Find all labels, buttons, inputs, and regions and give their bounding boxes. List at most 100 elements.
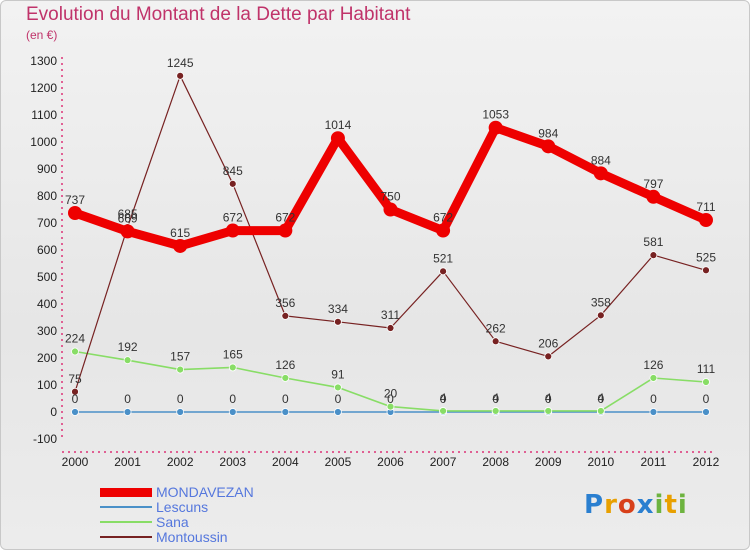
x-tick-label: 2000: [62, 455, 89, 469]
legend-label: Lescuns: [156, 499, 209, 515]
data-label: 984: [538, 126, 558, 140]
y-tick-label: 1000: [30, 135, 57, 149]
y-tick-label: 1100: [31, 108, 57, 122]
series-points: [68, 71, 713, 416]
y-tick-label: 500: [37, 270, 57, 284]
data-point: [596, 407, 605, 415]
chart-subtitle: (en €): [26, 28, 58, 42]
y-tick-label: 800: [37, 189, 57, 203]
data-point: [228, 408, 237, 416]
data-label: 525: [696, 250, 716, 264]
data-point: [702, 266, 710, 275]
data-point: [702, 378, 710, 386]
data-point: [436, 223, 451, 238]
data-label: 884: [591, 153, 611, 167]
data-point: [173, 238, 188, 253]
data-label: 615: [170, 226, 190, 240]
logo-letter: o: [617, 490, 637, 520]
data-point: [225, 223, 240, 238]
data-point: [71, 347, 79, 356]
x-tick-label: 2005: [325, 455, 352, 469]
data-point: [596, 311, 605, 320]
legend-swatch: [100, 521, 152, 523]
data-label: 206: [538, 336, 558, 350]
data-label: 4: [492, 391, 499, 405]
axes: -100010020030040050060070080090010001100…: [30, 54, 719, 469]
data-label: 669: [118, 211, 138, 225]
data-label: 581: [643, 235, 663, 249]
data-point: [334, 408, 342, 416]
data-label: 0: [650, 392, 657, 406]
data-point: [176, 408, 185, 416]
data-point: [386, 402, 395, 411]
data-point: [123, 356, 132, 365]
x-tick-label: 2002: [167, 455, 194, 469]
y-tick-label: 300: [37, 324, 57, 338]
data-label: 75: [68, 372, 82, 386]
y-tick-label: 1200: [30, 81, 57, 95]
legend-label: MONDAVEZAN: [156, 484, 254, 500]
x-tick-label: 2010: [587, 455, 614, 469]
data-point: [491, 407, 500, 415]
y-tick-label: 700: [37, 216, 57, 230]
data-point: [544, 407, 553, 415]
logo-letter: P: [584, 490, 605, 520]
x-tick-label: 2006: [377, 455, 404, 469]
data-point: [281, 311, 290, 320]
data-label: 20: [384, 387, 398, 401]
line-chart: -100010020030040050060070080090010001100…: [30, 54, 719, 469]
data-label: 797: [643, 177, 663, 191]
data-point: [593, 166, 608, 181]
data-point: [649, 408, 658, 416]
data-point: [488, 120, 503, 135]
data-point: [383, 202, 398, 217]
data-point: [702, 408, 710, 416]
y-tick-label: 900: [37, 162, 57, 176]
data-point: [646, 189, 661, 204]
data-label: 672: [433, 211, 453, 225]
logo-letter: t: [664, 490, 678, 520]
data-label: 521: [433, 251, 453, 265]
x-tick-label: 2007: [430, 455, 457, 469]
data-label: 0: [72, 392, 79, 406]
data-label: 157: [170, 350, 190, 364]
data-label: 672: [223, 211, 243, 225]
data-label: 4: [597, 391, 604, 405]
y-tick-label: 1300: [30, 54, 57, 68]
chart-title: Evolution du Montant de la Dette par Hab…: [26, 4, 411, 25]
y-tick-label: 100: [37, 378, 57, 392]
x-tick-label: 2001: [114, 455, 141, 469]
x-tick-label: 2004: [272, 455, 299, 469]
logo-letter: x: [636, 490, 655, 520]
logo-letter: r: [604, 490, 618, 520]
data-label: 1014: [325, 118, 352, 132]
y-tick-label: 600: [37, 243, 57, 257]
data-label: 334: [328, 302, 348, 316]
data-label: 126: [275, 358, 295, 372]
data-point: [699, 213, 713, 228]
data-point: [330, 131, 345, 146]
x-tick-label: 2003: [219, 455, 246, 469]
data-label: 224: [65, 332, 85, 346]
data-label: 0: [177, 392, 184, 406]
data-label: 0: [124, 392, 131, 406]
x-tick-label: 2008: [482, 455, 509, 469]
data-point: [334, 317, 342, 326]
data-label: 311: [381, 308, 400, 322]
x-tick-label: 2009: [535, 455, 562, 469]
data-label: 711: [696, 200, 715, 214]
data-label: 91: [331, 367, 345, 381]
y-tick-label: 0: [50, 405, 57, 419]
data-label: 0: [545, 392, 552, 406]
legend-swatch: [100, 506, 152, 508]
data-label: 750: [380, 190, 400, 204]
data-point: [334, 383, 342, 392]
data-label: 358: [591, 295, 611, 309]
data-point: [439, 267, 447, 276]
data-label: 737: [65, 193, 85, 207]
logo-letter: i: [654, 490, 665, 520]
data-label: 262: [486, 321, 506, 335]
data-label: 1245: [167, 56, 194, 70]
x-tick-label: 2011: [641, 455, 667, 469]
